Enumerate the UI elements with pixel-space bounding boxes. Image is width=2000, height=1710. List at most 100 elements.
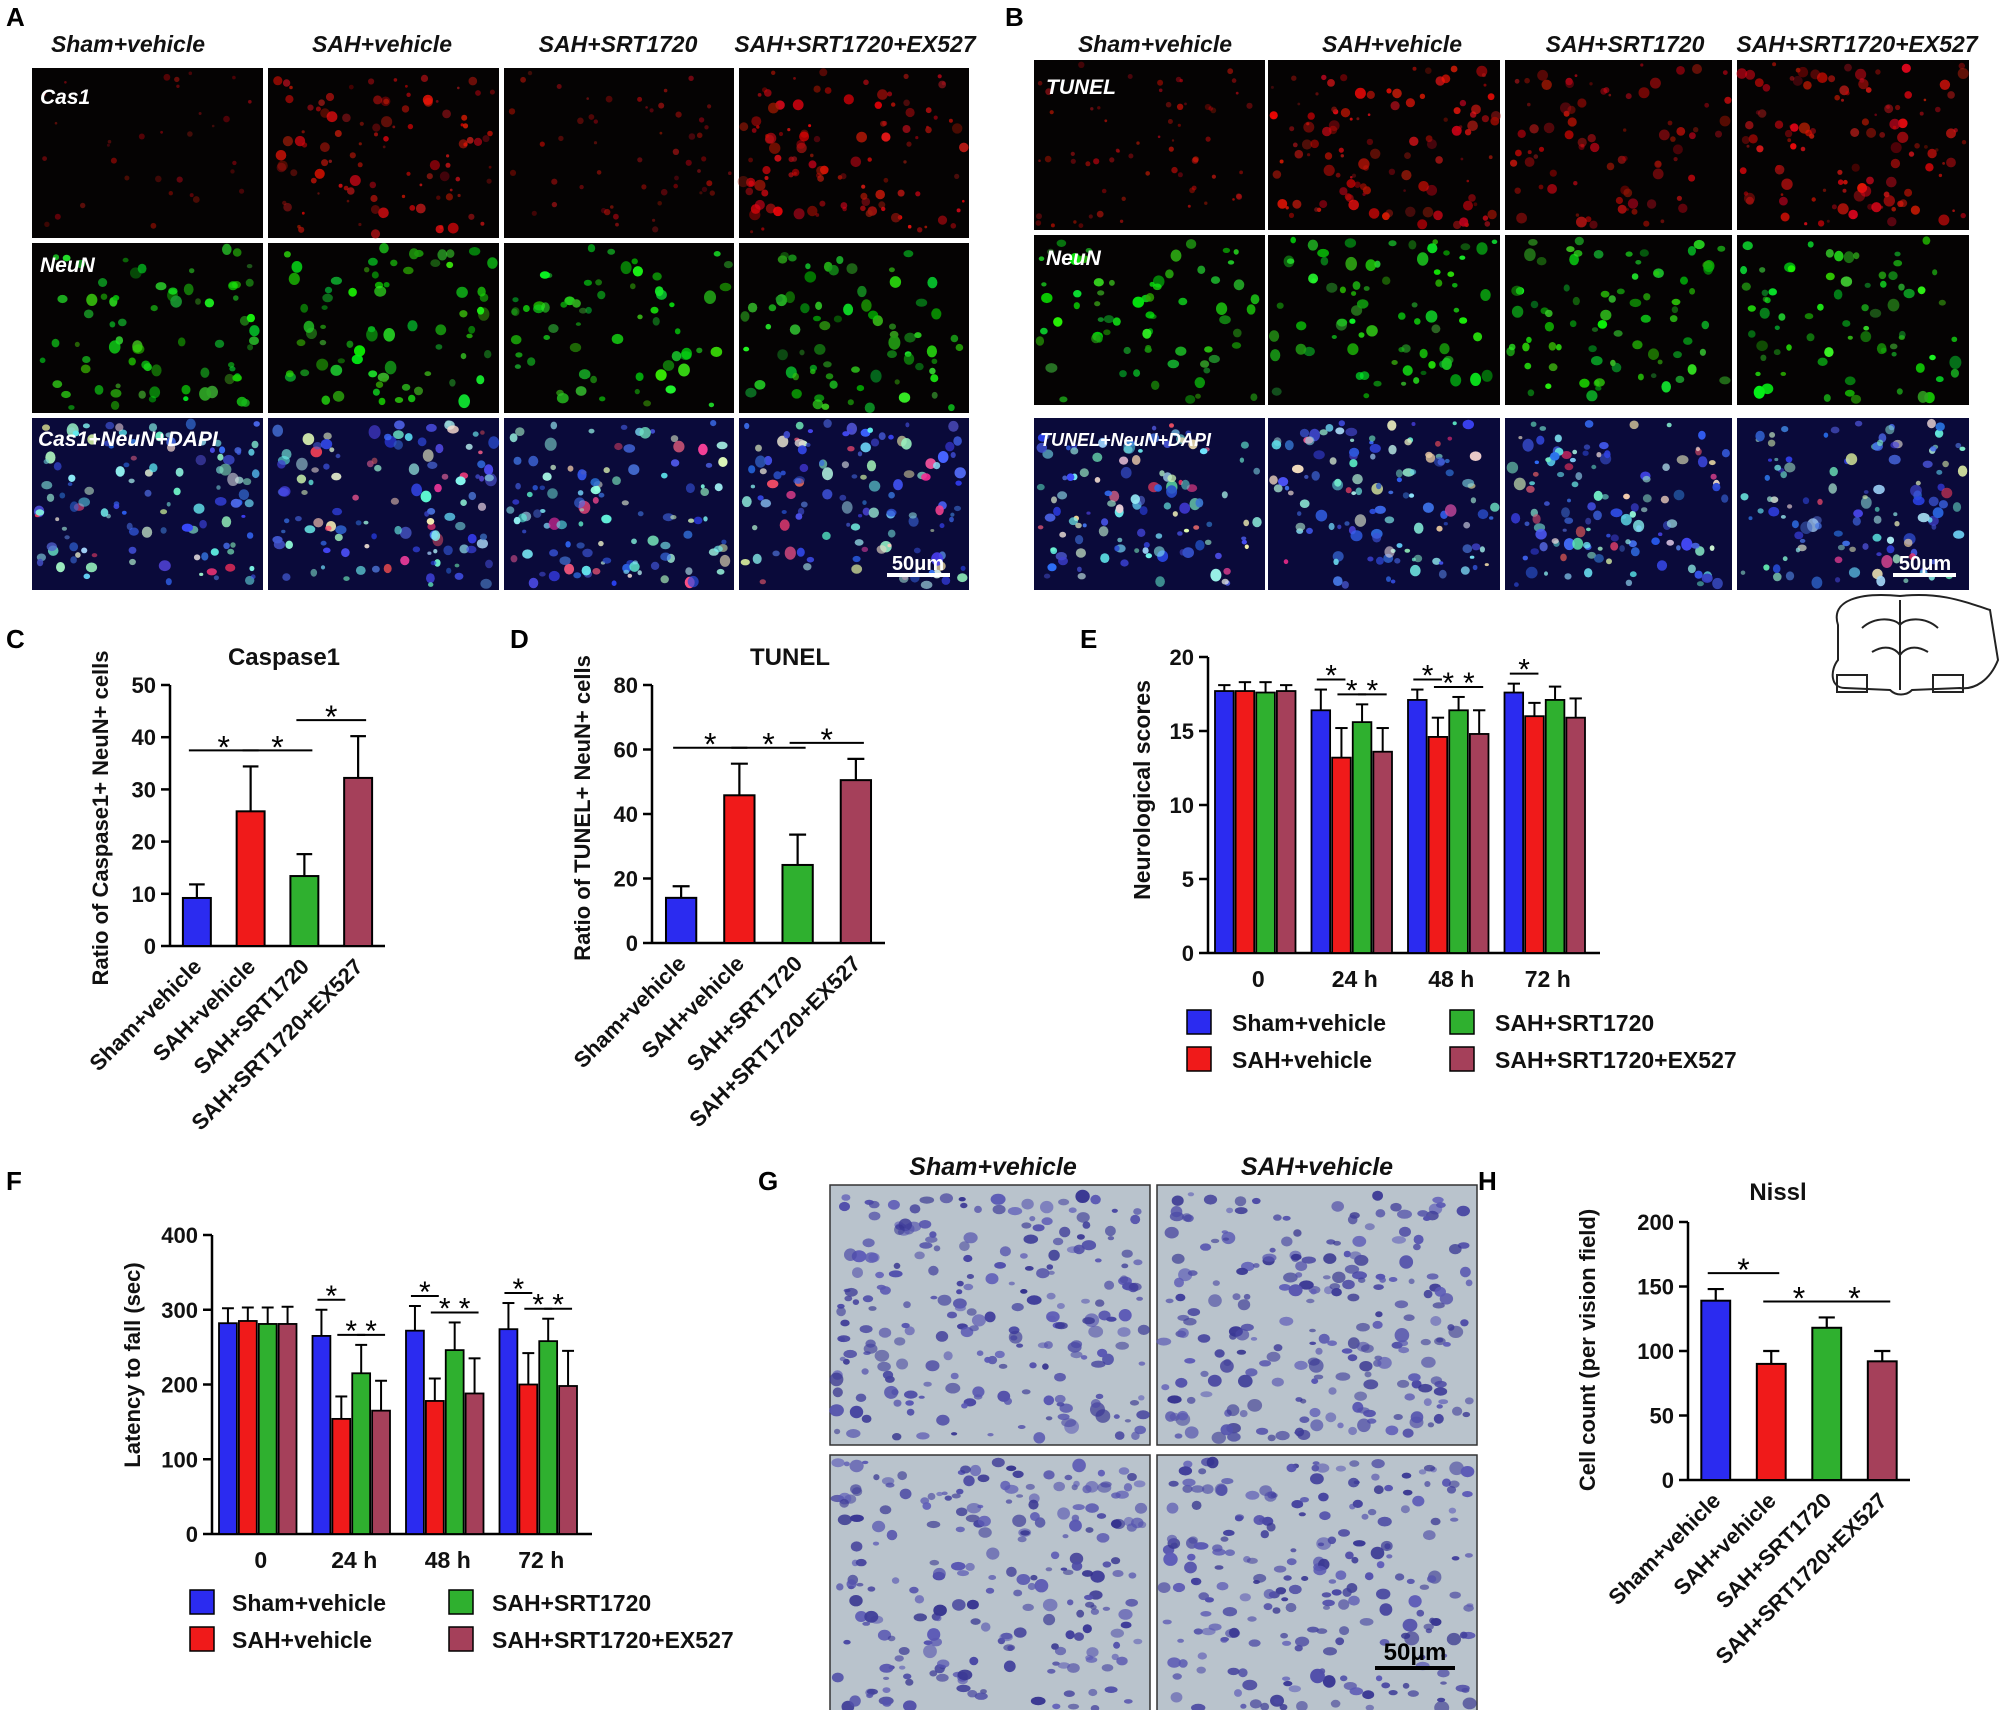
- panel-g-image-grid: [829, 1184, 1478, 1710]
- chart-c-y-tick-label: 0: [144, 934, 156, 959]
- chart-e-legend-label-1: Sham+vehicle: [1232, 1010, 1386, 1036]
- chart-c-y-tick-label: 30: [132, 777, 156, 802]
- chart-h-plot: 050100150200Sham+vehicleSAH+vehicleSAH+S…: [1603, 1210, 1910, 1669]
- chart-h-bar-2: [1755, 1362, 1787, 1482]
- chart-e-sig-star-6: *: [1463, 667, 1475, 700]
- panel-g-image-4: [1156, 1454, 1478, 1710]
- panel-b-image-grid: [1034, 60, 1969, 590]
- chart-e-sig-star-5: *: [1442, 667, 1454, 700]
- chart-c-sig-star-2: *: [271, 729, 283, 765]
- chart-f-legend-swatch-1: [189, 1589, 215, 1615]
- panel-b-image-r2-c3: [1505, 235, 1732, 405]
- chart-e-bar-g1-s1: [1214, 690, 1235, 954]
- chart-f-y-tick-label: 200: [161, 1373, 198, 1398]
- chart-e-y-tick-label: 0: [1182, 941, 1194, 966]
- chart-e-bar-g4-s1: [1503, 691, 1525, 954]
- chart-d-title: TUNEL: [750, 644, 830, 671]
- chart-f-legend-label-2: SAH+vehicle: [232, 1627, 372, 1653]
- panel-b-image-r3-c1: [1034, 418, 1265, 590]
- chart-f-legend-label-4: SAH+SRT1720+EX527: [492, 1627, 734, 1653]
- chart-e-y-label: Neurological scores: [1129, 680, 1155, 900]
- chart-h-sig-star-3: *: [1848, 1280, 1860, 1316]
- chart-f-bar-g3-s1: [405, 1329, 425, 1535]
- chart-f-y-tick-label: 100: [161, 1447, 198, 1472]
- chart-e-bar-g2-s1: [1310, 709, 1332, 954]
- chart-e-legend-swatch-3: [1449, 1009, 1475, 1035]
- panel-a-row-label-1: Cas1: [40, 86, 90, 109]
- chart-c-y-tick-label: 40: [132, 725, 156, 750]
- chart-e-bar-g4-s3: [1544, 699, 1566, 954]
- chart-f-category-label-1: 0: [254, 1547, 267, 1573]
- chart-c-y-label: Ratio of Caspase1+ NeuN+ cells: [88, 650, 113, 985]
- chart-f-bar-g3-s3: [444, 1349, 465, 1535]
- panel-b-image-r2-c2: [1268, 235, 1500, 405]
- panel-b-scale-bar-label: 50μm: [1899, 553, 1951, 575]
- panel-a-image-r1-c4: [737, 68, 969, 238]
- chart-e-bar-g3-s1: [1407, 699, 1428, 954]
- panel-g-image-1: [829, 1184, 1151, 1446]
- chart-e-legend-label-2: SAH+vehicle: [1232, 1047, 1372, 1073]
- panel-a-image-r1-c1: [32, 68, 263, 238]
- chart-f-sig-star-1: *: [326, 1280, 338, 1313]
- panel-b-image-r2-c1: [1034, 235, 1265, 405]
- panel-b-image-r1-c2: [1268, 60, 1501, 230]
- chart-f-bar-g2-s4: [371, 1409, 391, 1535]
- chart-h-sig-star-2: *: [1793, 1280, 1805, 1316]
- panel-letter-c: C: [6, 624, 25, 654]
- chart-d-bar-4: [839, 779, 873, 945]
- chart-h-y-tick-label: 200: [1637, 1210, 1674, 1235]
- panel-b-row-label-2: NeuN: [1046, 247, 1102, 270]
- chart-f-category-label-2: 24 h: [331, 1547, 377, 1573]
- chart-h-bar-4: [1866, 1360, 1898, 1481]
- panel-b-row-label-3: TUNEL+NeuN+DAPI: [1040, 430, 1212, 450]
- chart-e-bar-g2-s2: [1331, 756, 1352, 954]
- chart-f-legend: Sham+vehicle SAH+vehicle SAH+SRT1720 SAH…: [189, 1589, 734, 1653]
- chart-d-y-tick-label: 20: [614, 867, 638, 892]
- chart-f-y-tick-label: 300: [161, 1298, 198, 1323]
- chart-f-sig-star-9: *: [552, 1289, 564, 1322]
- chart-d-y-tick-label: 0: [626, 931, 638, 956]
- panel-d-chart: TUNEL Ratio of TUNEL+ NeuN+ cells 0 20 40 6…: [569, 644, 885, 1132]
- chart-f-bar-g4-s2: [518, 1383, 539, 1535]
- panel-b-column-label-3: SAH+SRT1720: [1546, 31, 1705, 57]
- chart-h-bar-1: [1700, 1299, 1732, 1481]
- panel-a-image-r3-c2: [268, 418, 500, 590]
- chart-e-legend-swatch-1: [1186, 1009, 1212, 1035]
- panel-a-image-r3-c4: [739, 418, 969, 590]
- chart-c-y-tick-label: 50: [132, 673, 156, 698]
- chart-c-bar-1: [181, 896, 212, 948]
- chart-d-sig-star-3: *: [821, 722, 833, 758]
- panel-g-label-2: SAH+vehicle: [1241, 1153, 1393, 1181]
- chart-f-y-tick-label: 400: [161, 1223, 198, 1248]
- chart-h-y-tick-label: 100: [1637, 1339, 1674, 1364]
- chart-e-y-tick-label: 10: [1170, 793, 1194, 818]
- panel-g-scale-bar-label: 50μm: [1384, 1639, 1447, 1666]
- chart-c-bar-2: [235, 810, 266, 947]
- panel-g-nissl-micrographs: Sham+vehicle SAH+vehicle SAH+SRT1720 SAH…: [829, 1153, 1478, 1710]
- chart-f-sig-star-7: *: [513, 1273, 525, 1306]
- chart-h-sig-star-1: *: [1737, 1252, 1749, 1288]
- chart-e-sig-star-4: *: [1422, 660, 1434, 693]
- chart-e-sig-star-1: *: [1325, 660, 1337, 693]
- chart-f-legend-swatch-3: [448, 1589, 474, 1615]
- chart-e-legend-label-4: SAH+SRT1720+EX527: [1495, 1047, 1737, 1073]
- panel-a-scale-bar-label: 50μm: [892, 553, 944, 575]
- chart-f-bar-g4-s1: [498, 1328, 519, 1535]
- panel-a-image-r2-c2: [268, 243, 499, 413]
- chart-f-bar-g3-s2: [424, 1400, 445, 1535]
- chart-f-y-label: Latency to fall (sec): [120, 1262, 145, 1467]
- panel-letter-d: D: [510, 624, 529, 654]
- panel-letter-g: G: [758, 1166, 778, 1196]
- chart-c-bar-3: [289, 875, 320, 947]
- panel-letter-a: A: [6, 2, 25, 32]
- panel-a-row-label-3: Cas1+NeuN+DAPI: [38, 428, 219, 451]
- chart-f-bar-g2-s1: [311, 1335, 332, 1535]
- panel-b-image-r1-c3: [1505, 60, 1732, 230]
- chart-e-bar-g4-s2: [1524, 715, 1545, 954]
- chart-f-bar-g4-s3: [538, 1340, 559, 1535]
- panel-b-column-label-4: SAH+SRT1720+EX527: [1736, 31, 1978, 57]
- chart-e-bar-g4-s4: [1565, 716, 1586, 954]
- panel-b-image-r3-c2: [1268, 418, 1500, 590]
- chart-e-bar-g3-s3: [1448, 709, 1469, 954]
